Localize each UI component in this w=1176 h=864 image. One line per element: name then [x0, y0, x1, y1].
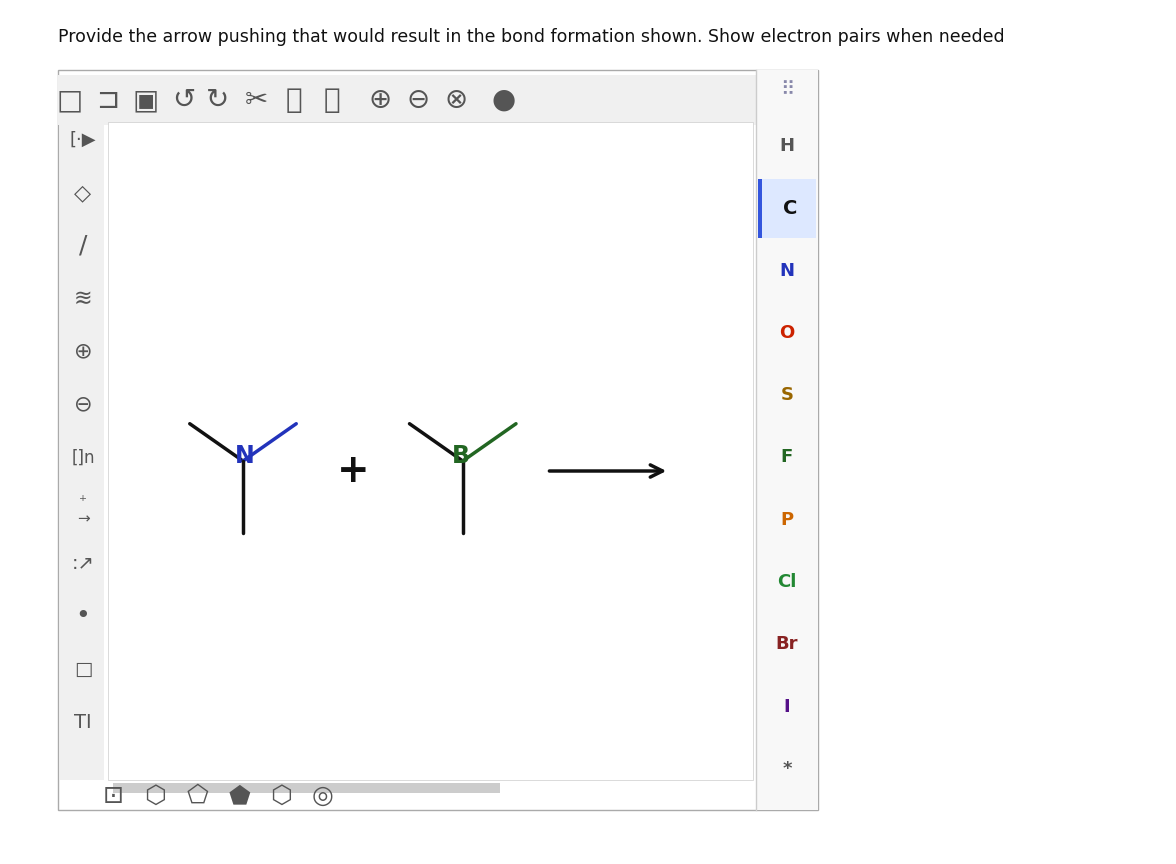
- Bar: [759, 179, 816, 238]
- Bar: [759, 179, 762, 238]
- Text: Br: Br: [776, 635, 799, 653]
- Text: ⬡: ⬡: [145, 784, 166, 808]
- Text: P: P: [781, 511, 794, 529]
- Bar: [58, 70, 818, 810]
- Text: :↗: :↗: [72, 554, 94, 573]
- Text: Cl: Cl: [777, 573, 796, 591]
- Text: ◎: ◎: [312, 784, 334, 808]
- Text: I: I: [783, 697, 790, 715]
- Text: ✂: ✂: [245, 86, 268, 114]
- Text: ▣: ▣: [133, 86, 159, 114]
- Text: N: N: [780, 262, 795, 280]
- Text: B: B: [452, 444, 469, 468]
- Text: S: S: [781, 386, 794, 404]
- Text: ⊐: ⊐: [96, 86, 120, 114]
- Bar: [113, 783, 500, 793]
- Text: ↻: ↻: [206, 86, 229, 114]
- Text: ⠿: ⠿: [780, 80, 794, 99]
- Text: ⊕: ⊕: [74, 341, 92, 362]
- Text: H: H: [780, 137, 795, 156]
- Text: ●: ●: [492, 86, 516, 114]
- Text: N: N: [235, 444, 255, 468]
- Text: ⊡: ⊡: [102, 784, 123, 808]
- Text: ⁺
→: ⁺ →: [76, 494, 89, 527]
- Text: ≋: ≋: [74, 289, 92, 308]
- Text: ⬟: ⬟: [228, 784, 249, 808]
- Text: □: □: [56, 86, 83, 114]
- Text: ⊖: ⊖: [74, 395, 92, 415]
- Bar: [58, 75, 818, 125]
- Text: ⊖: ⊖: [407, 86, 429, 114]
- Text: +: +: [336, 452, 369, 490]
- Text: ⊕: ⊕: [368, 86, 392, 114]
- Text: /: /: [79, 234, 87, 257]
- Text: ⬡: ⬡: [270, 784, 292, 808]
- Text: C: C: [783, 199, 797, 218]
- Text: ⧉: ⧉: [323, 86, 340, 114]
- Text: □: □: [74, 660, 92, 678]
- Text: Provide the arrow pushing that would result in the bond formation shown. Show el: Provide the arrow pushing that would res…: [58, 28, 1004, 46]
- Text: ⬠: ⬠: [186, 784, 208, 808]
- Text: TI: TI: [74, 713, 92, 732]
- Bar: [108, 122, 753, 780]
- Text: ↺: ↺: [173, 86, 195, 114]
- Text: ◇: ◇: [74, 183, 92, 203]
- Text: O: O: [780, 324, 795, 342]
- Bar: [60, 125, 103, 780]
- Text: *: *: [782, 759, 791, 778]
- Text: F: F: [781, 448, 793, 467]
- Text: ⊗: ⊗: [445, 86, 468, 114]
- Text: ⧉: ⧉: [286, 86, 302, 114]
- Text: []n: []n: [72, 448, 95, 467]
- Text: [·▶: [·▶: [69, 131, 96, 149]
- Text: •: •: [75, 604, 91, 628]
- Bar: [756, 70, 818, 810]
